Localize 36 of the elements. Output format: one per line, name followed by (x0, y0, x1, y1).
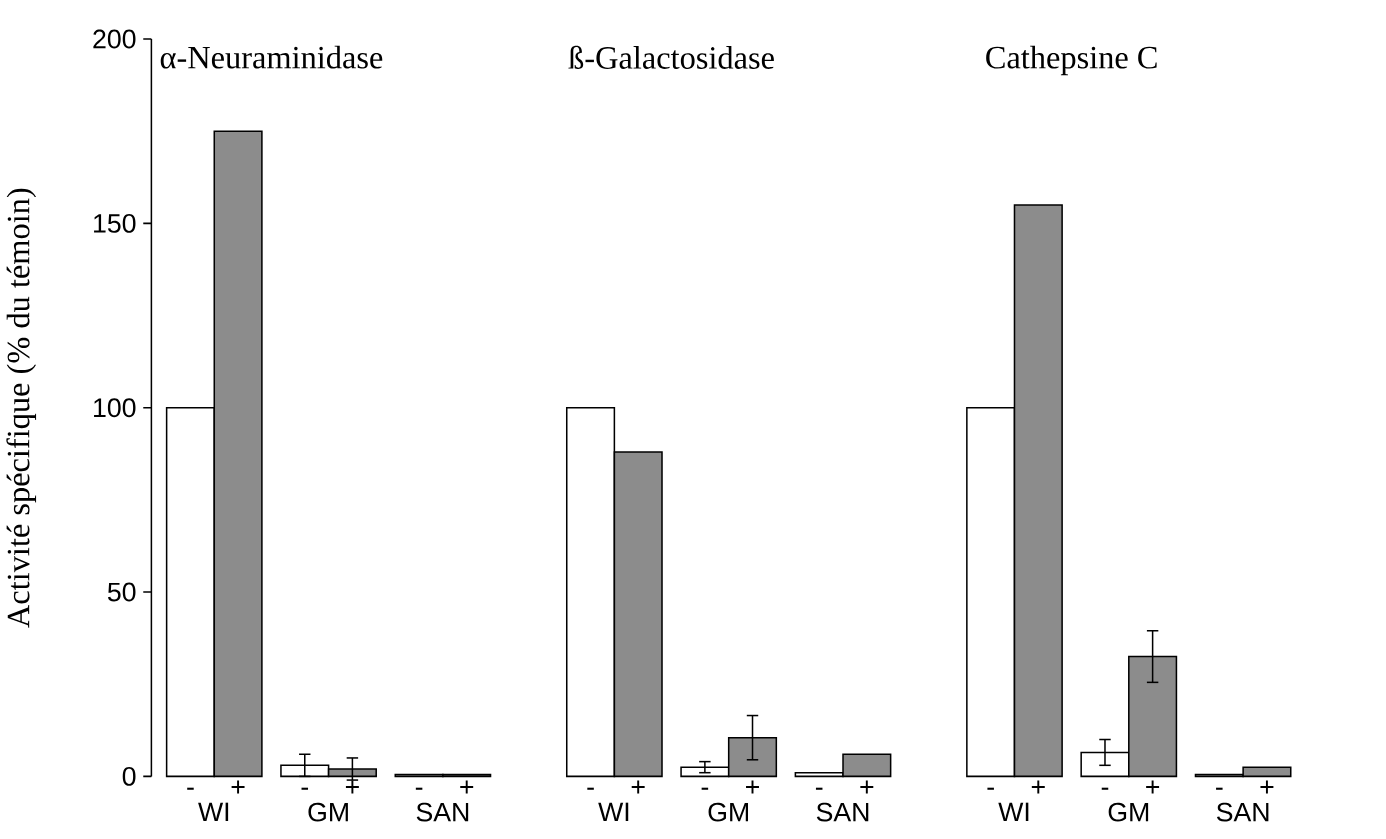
annotation: α-Neuraminidase (160, 45, 383, 69)
x-tick-label: GM (708, 802, 749, 822)
text: - (1101, 787, 1109, 790)
y-tick-label: 100 (94, 398, 136, 418)
text: - (587, 787, 594, 790)
text: + (631, 780, 645, 794)
text: - (701, 787, 709, 790)
annotation: ß-Galactosidase (568, 45, 774, 69)
x-tick-label: WI (598, 802, 629, 821)
x-tick-label: SAN (816, 802, 869, 822)
text: + (1146, 780, 1160, 794)
y-tick-label: 0 (122, 766, 136, 786)
text: + (1031, 780, 1045, 794)
y-tick-label: 50 (107, 582, 136, 602)
x-tick-label: SAN (416, 802, 469, 822)
text: - (987, 787, 994, 790)
x-tick-label: SAN (1216, 802, 1269, 822)
text: + (860, 780, 874, 794)
text: + (746, 780, 759, 794)
series-label: + (231, 780, 245, 794)
text: - (1216, 787, 1223, 790)
text: - (301, 787, 309, 790)
annotation: Cathepsine C (986, 45, 1157, 76)
y-tick-label: 200 (93, 29, 136, 49)
y-tick-label: 150 (94, 213, 136, 233)
x-tick-label: WI (998, 802, 1029, 821)
text: + (1260, 780, 1274, 794)
series-label: - (187, 787, 194, 790)
text: + (460, 780, 474, 794)
x-tick-label: WI (198, 802, 229, 821)
text: - (415, 787, 423, 790)
text: - (815, 787, 823, 790)
y-axis-title: Activité spécifique (% du témoin) (6, 188, 37, 628)
x-tick-label: GM (1108, 802, 1149, 822)
text: + (345, 780, 359, 794)
x-tick-label: GM (308, 802, 348, 822)
